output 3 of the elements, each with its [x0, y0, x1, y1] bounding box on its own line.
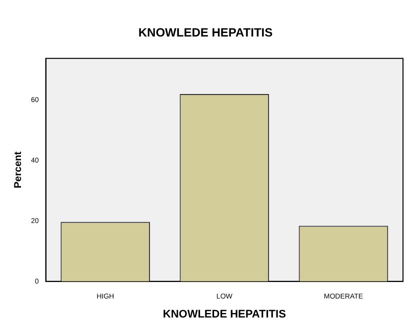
x-axis-title: KNOWLEDE HEPATITIS: [162, 308, 286, 320]
y-axis-title: Percent: [12, 150, 24, 188]
chart-title: KNOWLEDE HEPATITIS: [138, 26, 273, 40]
